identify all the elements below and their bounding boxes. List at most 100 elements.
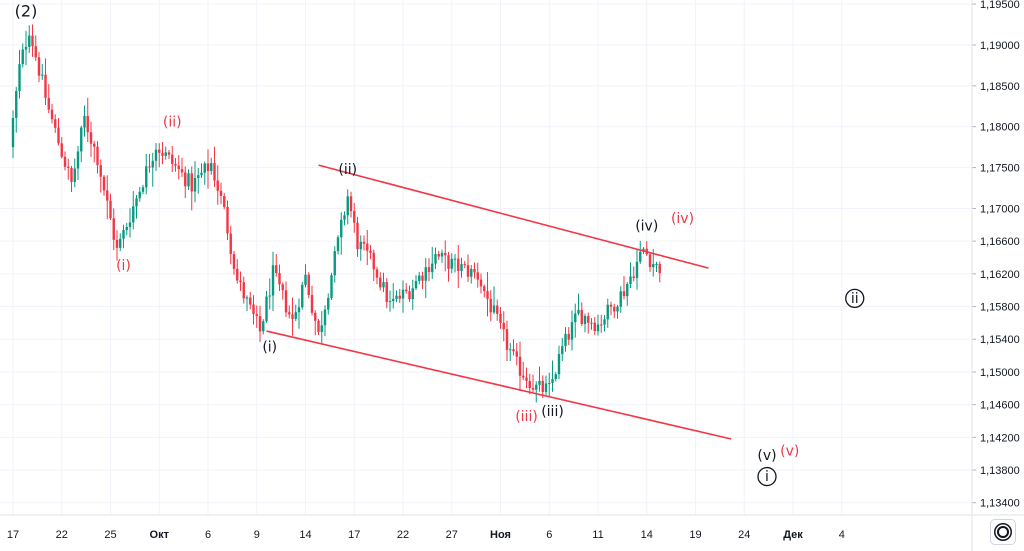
candle-body [548, 382, 551, 384]
candle-body [466, 265, 470, 277]
candle-body [141, 187, 145, 192]
wave-label: (iii) [541, 404, 564, 420]
candle-body [619, 291, 622, 307]
channel-lines [266, 164, 732, 440]
candle-body [138, 191, 141, 199]
wave-label: (2) [15, 1, 38, 20]
candle-body [197, 175, 200, 178]
candle-body [86, 115, 89, 133]
wave-label: (iii) [515, 409, 538, 425]
x-tick-label: 4 [839, 529, 845, 541]
x-tick-label: Окт [150, 529, 170, 541]
candle-body [47, 97, 50, 110]
candle-body [219, 190, 223, 197]
label-circle [845, 288, 865, 309]
candle-body [613, 306, 616, 312]
candle-body [388, 300, 392, 303]
y-tick-label: 1,18000 [980, 122, 1020, 134]
candle-body [37, 57, 41, 76]
candle-body [294, 312, 297, 319]
candle-body [21, 49, 24, 65]
candle-body [327, 297, 330, 310]
candle-body [470, 268, 473, 277]
candle-body [115, 239, 119, 248]
candle-body [203, 163, 206, 173]
candle-body [359, 241, 362, 250]
candles [11, 24, 661, 403]
candle-body [544, 383, 548, 392]
candle-body [460, 264, 463, 271]
candle-body [57, 127, 60, 144]
candle-body [15, 91, 18, 118]
candle-body [255, 314, 258, 317]
candle-body [177, 165, 180, 170]
candle-body [304, 274, 307, 285]
y-tick-label: 1,14200 [980, 432, 1020, 444]
candle-body [41, 74, 44, 76]
x-tick-label: Дек [783, 529, 803, 541]
candle-body [161, 152, 164, 156]
candle-body [447, 255, 450, 269]
label-text: ii [851, 291, 859, 307]
candle-body [366, 243, 369, 251]
candle-body [70, 167, 73, 182]
candle-body [307, 274, 310, 296]
x-tick-label: 19 [689, 529, 701, 541]
candle-body [583, 316, 587, 324]
candle-body [473, 268, 476, 273]
x-tick-label: 9 [254, 529, 260, 541]
candle-body [535, 384, 538, 390]
candle-body [343, 215, 346, 220]
x-tick-label: 14 [641, 529, 653, 541]
candle-body [408, 291, 411, 300]
candle-body [258, 316, 262, 332]
candle-body [320, 325, 323, 332]
x-tick-label: 27 [446, 529, 458, 541]
y-tick-label: 1,18500 [980, 81, 1020, 93]
candle-body [593, 322, 596, 332]
candle-body [135, 198, 138, 207]
candle-body [401, 289, 405, 299]
candle-body [242, 282, 245, 299]
candle-body [200, 172, 203, 176]
y-tick-label: 1,17500 [980, 163, 1020, 175]
candle-body [151, 160, 154, 168]
candle-body [125, 226, 128, 231]
y-tick-label: 1,17000 [980, 203, 1020, 215]
candle-body [50, 109, 54, 120]
candle-body [639, 251, 642, 262]
candle-body [18, 64, 21, 92]
candle-body [145, 166, 148, 188]
x-tick-label: 17 [348, 529, 360, 541]
candle-body [99, 165, 102, 177]
label-circle [757, 466, 777, 487]
x-tick-label: 6 [546, 529, 552, 541]
candle-body [434, 254, 437, 264]
candle-body [314, 312, 317, 321]
wave-label: (i) [116, 258, 131, 274]
candle-body [567, 333, 570, 340]
candle-body [213, 163, 216, 181]
chart-settings-button[interactable] [990, 519, 1016, 545]
candle-body [63, 156, 67, 167]
candle-body [167, 152, 171, 155]
candle-body [54, 119, 57, 128]
candle-body [437, 254, 440, 257]
candle-body [375, 269, 379, 278]
candle-body [275, 265, 278, 274]
candle-body [440, 252, 444, 257]
candle-body [252, 304, 255, 315]
candle-body [509, 349, 512, 351]
wave-label: (i) [262, 340, 277, 356]
x-tick-label: 24 [738, 529, 750, 541]
y-tick-label: 1,15800 [980, 302, 1020, 314]
candle-body [457, 258, 460, 271]
candle-body [603, 319, 606, 325]
candle-body [229, 233, 232, 254]
candle-body [112, 218, 115, 240]
wave-label: (v) [757, 448, 776, 464]
candle-body [190, 173, 193, 192]
candle-body [265, 296, 268, 322]
candle-body [80, 127, 83, 152]
